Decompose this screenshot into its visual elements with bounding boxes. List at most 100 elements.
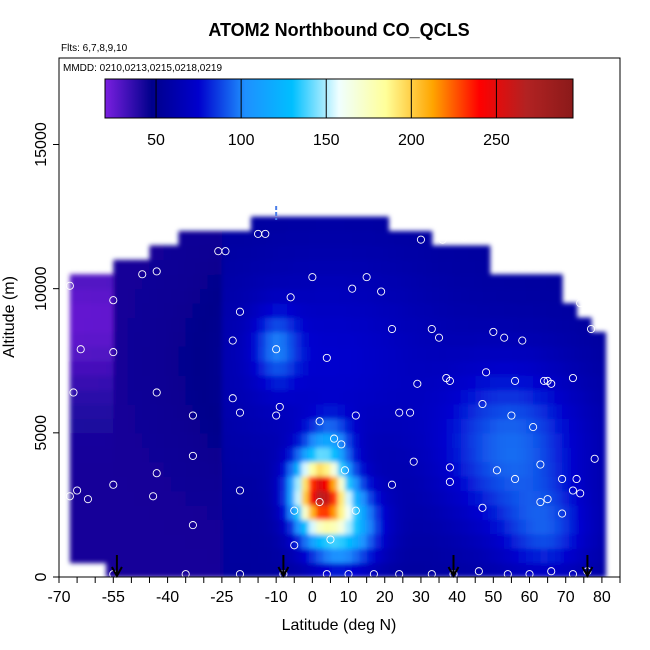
- heat-cell: [533, 303, 541, 319]
- sample-point: [427, 570, 436, 577]
- x-tick-label: -10: [265, 589, 288, 606]
- heat-cell: [106, 432, 114, 448]
- heat-cell: [504, 288, 513, 304]
- sample-point: [510, 474, 520, 484]
- heat-cell: [200, 490, 208, 506]
- heat-cell: [431, 317, 440, 333]
- heat-cell: [229, 389, 237, 405]
- heat-cell: [496, 375, 505, 391]
- heat-cell: [504, 548, 513, 564]
- heat-cell: [467, 562, 476, 577]
- heat-cell: [301, 418, 310, 434]
- heat-cell: [287, 404, 295, 420]
- sample-point: [152, 388, 161, 397]
- heat-cell: [265, 346, 274, 362]
- heat-cell: [229, 476, 237, 492]
- heat-cell: [279, 490, 288, 506]
- heat-cell: [540, 432, 549, 448]
- heat-cell: [330, 533, 339, 549]
- heat-cell: [352, 447, 361, 463]
- heat-cell: [489, 317, 498, 333]
- heat-cell: [417, 317, 426, 333]
- heat-cell: [337, 375, 346, 391]
- heat-cell: [91, 548, 100, 564]
- heat-cell: [496, 274, 505, 290]
- heat-cell: [258, 360, 266, 376]
- heat-cell: [446, 375, 455, 391]
- sample-point: [489, 327, 498, 336]
- sample-point: [438, 235, 447, 244]
- heat-cell: [171, 331, 180, 347]
- heat-cell: [178, 418, 187, 434]
- heat-cell: [171, 274, 180, 290]
- heat-cell: [583, 389, 592, 405]
- heat-cell: [460, 274, 469, 290]
- heat-cell: [511, 548, 520, 564]
- heat-cell: [258, 476, 266, 492]
- heat-cell: [562, 389, 570, 405]
- heat-cell: [344, 548, 353, 564]
- heat-cell: [431, 303, 440, 319]
- heat-cell: [323, 360, 332, 376]
- heat-cell: [77, 461, 85, 477]
- heat-cell: [583, 404, 592, 420]
- heat-cell: [77, 389, 85, 405]
- heat-cell: [402, 562, 411, 577]
- heat-cell: [337, 418, 346, 434]
- heat-cell: [192, 331, 201, 347]
- colorbar-tick-label: 200: [398, 132, 425, 149]
- heat-cell: [142, 447, 151, 463]
- x-axis-title: Latitude (deg N): [282, 617, 397, 634]
- sample-point: [286, 293, 295, 302]
- heat-cell: [127, 533, 136, 549]
- sample-point: [69, 388, 78, 397]
- heat-cell: [84, 274, 93, 290]
- heat-cell: [569, 548, 578, 564]
- heat-cell: [236, 504, 245, 520]
- heat-cell: [250, 519, 259, 535]
- heat-cell: [214, 346, 223, 362]
- heat-cell: [467, 519, 476, 535]
- heat-cell: [366, 317, 375, 333]
- heat-cell: [178, 562, 187, 577]
- heat-cell: [106, 447, 114, 463]
- heat-cell: [402, 346, 411, 362]
- heat-cell: [135, 504, 143, 520]
- heat-cell: [207, 432, 216, 448]
- heat-cell: [337, 259, 346, 275]
- heat-cell: [113, 476, 122, 492]
- heat-cell: [315, 288, 324, 304]
- heat-cell: [315, 562, 324, 577]
- heat-cell: [250, 346, 259, 362]
- heat-cell: [417, 231, 426, 247]
- heat-cell: [207, 231, 216, 247]
- heat-cell: [200, 562, 208, 577]
- heat-cell: [185, 389, 194, 405]
- heat-cell: [171, 303, 180, 319]
- heat-cell: [359, 476, 368, 492]
- heat-cell: [402, 231, 411, 247]
- heat-cell: [504, 461, 513, 477]
- heat-cell: [192, 389, 201, 405]
- heat-cell: [178, 245, 187, 261]
- heat-cell: [540, 476, 549, 492]
- heat-cell: [178, 447, 187, 463]
- heat-cell: [214, 461, 223, 477]
- heat-cell: [547, 562, 556, 577]
- heat-cell: [598, 447, 607, 463]
- heat-cell: [475, 331, 484, 347]
- heat-cell: [562, 303, 570, 319]
- heat-cell: [475, 432, 484, 448]
- heat-cell: [352, 216, 361, 232]
- heat-cell: [185, 548, 194, 564]
- heat-cell: [192, 375, 201, 391]
- heat-cell: [511, 562, 520, 577]
- heat-cell: [344, 346, 353, 362]
- sample-point: [395, 570, 404, 577]
- heatmap-curtain: [69, 216, 607, 577]
- y-tick-label: 5000: [33, 415, 50, 451]
- heat-cell: [192, 288, 201, 304]
- heat-cell: [337, 303, 346, 319]
- heat-cell: [250, 331, 259, 347]
- heat-cell: [200, 432, 208, 448]
